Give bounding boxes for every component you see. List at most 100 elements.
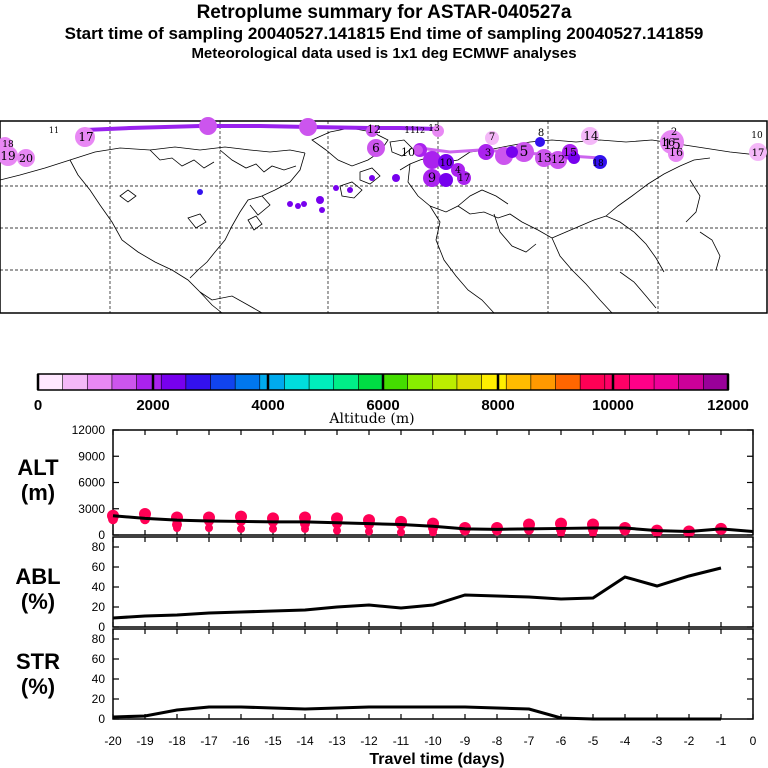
- x-tick-label: -14: [296, 734, 314, 748]
- map-plume-point: [366, 125, 378, 137]
- abl-line: [112, 566, 722, 620]
- str-line: [112, 705, 721, 721]
- map-plume-point: [333, 185, 339, 191]
- map-day-label: 16: [661, 136, 675, 149]
- x-tick-label: -13: [328, 734, 346, 748]
- colorbar-bin: [284, 373, 310, 391]
- x-tick-label: -10: [424, 734, 442, 748]
- map-plume-point: [568, 152, 580, 164]
- x-tick-label: -11: [393, 734, 410, 748]
- colorbar-bin: [579, 373, 606, 391]
- map-plume-point: [514, 142, 534, 162]
- x-tick-label: -20: [104, 734, 122, 748]
- abl-x-ticks: [112, 537, 754, 627]
- alt-panel: ALT (m) 0 3000 6000 9000 12000: [17, 423, 754, 542]
- map-day-label: 18: [2, 140, 14, 150]
- map-plume-point: [749, 143, 767, 161]
- map-day-label: 20: [19, 152, 33, 165]
- sampling-times: Start time of sampling 20040527.141815 E…: [64, 24, 704, 43]
- str-y-tick-label: 80: [92, 632, 106, 646]
- colorbar-bin: [37, 373, 64, 391]
- colorbar-bin: [407, 373, 434, 391]
- map-day-label: 12: [415, 126, 425, 135]
- map-plume-point: [17, 149, 35, 167]
- x-axis-tick-labels: -20 -19 -18 -17 -16 -15 -14 -13 -12 -11 -10 -9 -8 -7-…: [104, 734, 756, 748]
- map-day-label: 16: [669, 146, 683, 159]
- str-y-tick-label: 40: [92, 672, 106, 686]
- map-day-label: 10: [401, 146, 415, 159]
- map-day-label: 17: [78, 130, 93, 144]
- map-day-label: 15: [563, 146, 577, 159]
- map-plume-point: [581, 127, 599, 145]
- alt-y-tick-label: 3000: [78, 502, 105, 516]
- colorbar-bin: [358, 373, 384, 391]
- abl-y-tick-label: 60: [92, 560, 106, 574]
- alt-y-axis: 0 3000 6000 9000 12000: [72, 423, 753, 542]
- map-day-label: 18: [592, 159, 604, 169]
- colorbar-bin: [703, 373, 729, 391]
- map-plume-point: [199, 117, 217, 135]
- map-day-label: 7: [489, 132, 495, 143]
- colorbar-bin: [210, 373, 236, 391]
- str-y-tick-label: 0: [98, 712, 105, 726]
- map-day-label: 13: [428, 124, 440, 134]
- met-data-note: Meteorological data used is 1x1 deg ECMW…: [191, 45, 577, 62]
- colorbar-tick-label: 4000: [251, 397, 284, 414]
- map-plume-point: [485, 131, 499, 145]
- alt-plume-marker: [333, 526, 341, 535]
- map-day-label: 12: [551, 153, 565, 166]
- colorbar-label: Altitude (m): [328, 411, 414, 427]
- colorbar-bin: [136, 373, 163, 391]
- colorbar-tick-label: 6000: [366, 397, 399, 414]
- alt-y-tick-label: 0: [98, 528, 105, 542]
- str-y-tick-label: 20: [92, 692, 106, 706]
- colorbar-bin: [678, 373, 705, 391]
- str-y-tick-label: 60: [92, 652, 106, 666]
- map-plume-point: [369, 175, 375, 181]
- colorbar-bins: [37, 373, 729, 391]
- abl-y-axis: 0 20 40 60 80: [92, 540, 753, 634]
- colorbar-bin: [160, 373, 187, 391]
- map-day-label: 10: [440, 158, 453, 169]
- x-tick-label: -16: [232, 734, 250, 748]
- colorbar-bin: [308, 373, 335, 391]
- colorbar-bin: [185, 373, 212, 391]
- x-tick-label: -3: [652, 734, 663, 748]
- colorbar-bin: [431, 373, 458, 391]
- x-tick-label: -2: [684, 734, 695, 748]
- colorbar-bin: [259, 373, 286, 391]
- map-plume-point: [392, 174, 400, 182]
- str-y-axis: 0 20 40 60 80: [92, 632, 753, 726]
- map-plume-point: [0, 146, 18, 166]
- map-day-label: 17: [458, 173, 471, 184]
- x-tick-label: 0: [750, 734, 757, 748]
- colorbar-bin: [555, 373, 581, 391]
- colorbar-bin: [333, 373, 360, 391]
- colorbar-bin: [530, 373, 557, 391]
- map-day-label: 19: [0, 149, 15, 163]
- map-plume-point: [347, 187, 353, 193]
- map-day-label: 9: [428, 171, 436, 186]
- map-day-label: 13: [536, 151, 551, 165]
- x-tick-label: -1: [716, 734, 727, 748]
- alt-y-tick-label: 6000: [78, 476, 105, 490]
- abl-y-tick-label: 80: [92, 540, 106, 554]
- x-tick-label: -4: [620, 734, 631, 748]
- map-plume-points: [0, 117, 767, 213]
- map-plume-point: [301, 201, 307, 207]
- map-plume-point: [668, 146, 684, 162]
- x-tick-label: -8: [492, 734, 503, 748]
- map-plume-point: [506, 146, 518, 158]
- alt-y-tick-label: 12000: [72, 423, 106, 437]
- colorbar-tick-label: 8000: [481, 397, 514, 414]
- colorbar-tick-label: 10000: [592, 397, 634, 414]
- alt-mean-line: [112, 514, 754, 534]
- colorbar-tick-label: 0: [34, 397, 42, 414]
- str-label: STR: [16, 649, 60, 674]
- x-tick-label: -19: [136, 734, 154, 748]
- x-tick-label: -17: [200, 734, 218, 748]
- abl-y-tick-label: 20: [92, 600, 106, 614]
- map-frame: [0, 120, 768, 314]
- map-plume-point: [75, 127, 95, 147]
